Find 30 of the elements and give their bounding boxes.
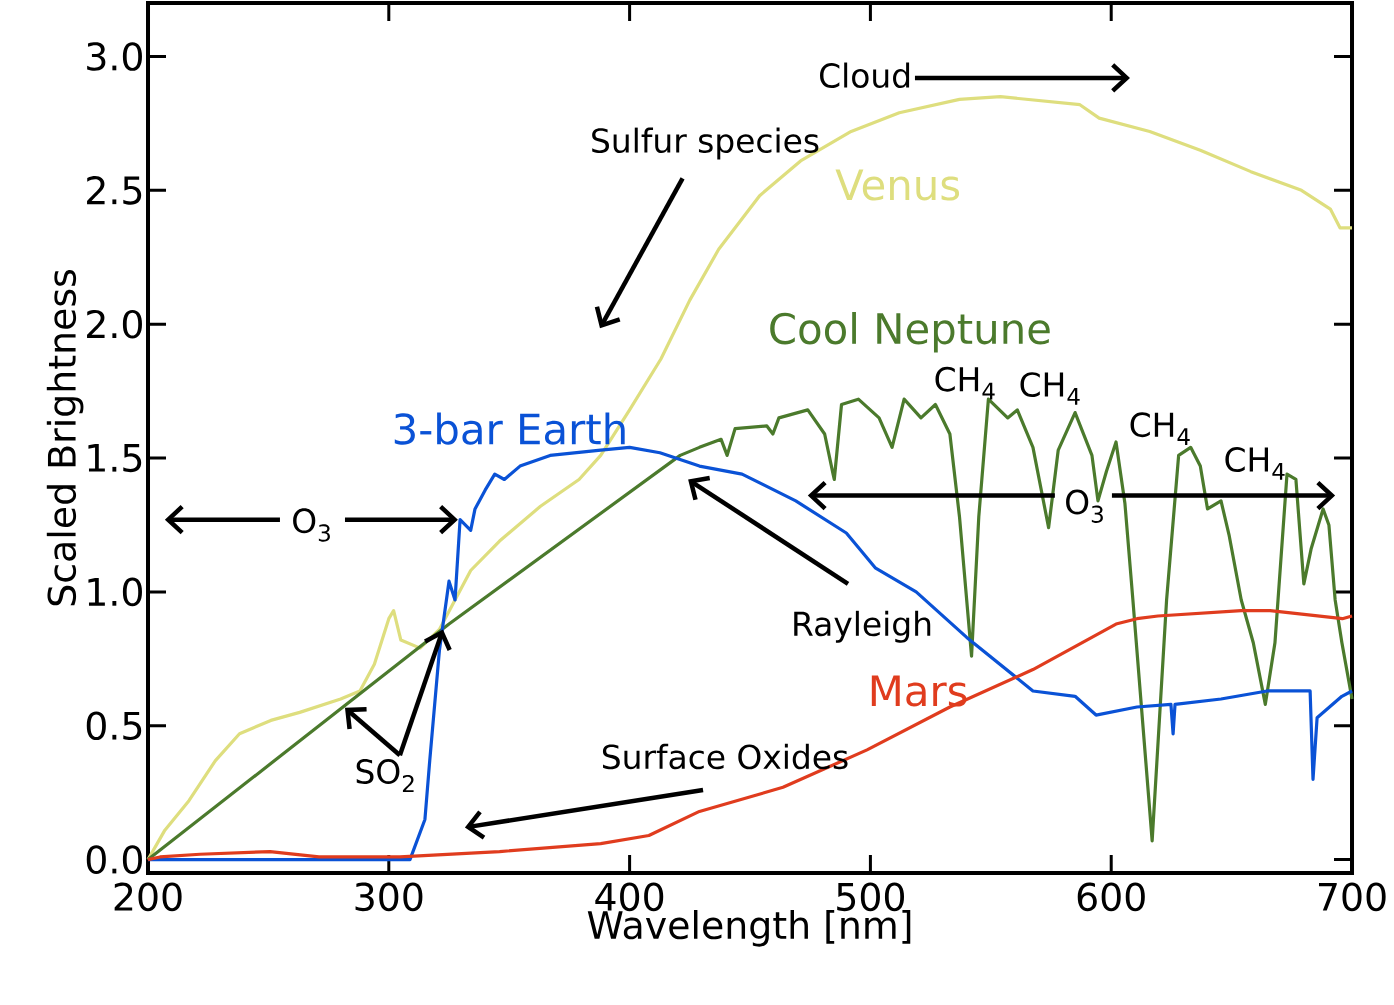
annotation: Sulfur species bbox=[592, 127, 819, 160]
series-label: 3-bar Earth bbox=[394, 412, 625, 445]
series-label: Venus bbox=[835, 169, 960, 201]
x-tick-label: 700 bbox=[1318, 882, 1386, 912]
y-axis-title: Scaled Brightness bbox=[46, 270, 84, 606]
annotation: CH$_{4}$ bbox=[1225, 447, 1285, 480]
y-tick-label: 2.5 bbox=[87, 176, 142, 205]
y-tick-label: 0.5 bbox=[86, 711, 142, 741]
annotation: O$_{3}$ bbox=[1066, 489, 1103, 523]
x-tick-label: 300 bbox=[355, 882, 423, 912]
y-tick-label: 0.0 bbox=[86, 845, 142, 874]
annotation: O$_{3}$ bbox=[293, 508, 330, 542]
annotation: Rayleigh bbox=[794, 610, 931, 643]
series-label: Cool Neptune bbox=[770, 311, 1050, 353]
annotation: CH$_{4}$ bbox=[935, 366, 995, 400]
annotation: Surface Oxides bbox=[602, 743, 848, 770]
x-tick-label: 400 bbox=[595, 882, 664, 912]
annotation: Cloud bbox=[820, 62, 910, 88]
annotation: CH$_{4}$ bbox=[1020, 372, 1080, 405]
y-tick-label: 2.0 bbox=[87, 309, 142, 339]
y-tick-label: 1.5 bbox=[88, 444, 142, 473]
series-label: Mars bbox=[871, 675, 967, 707]
y-tick-label: 3.0 bbox=[87, 42, 142, 71]
x-tick-label: 500 bbox=[837, 882, 905, 912]
x-tick-label: 600 bbox=[1077, 882, 1145, 912]
annotation: SO$_{2}$ bbox=[356, 759, 414, 793]
y-tick-label: 1.0 bbox=[88, 577, 142, 607]
x-tick-label: 200 bbox=[114, 882, 182, 912]
x-axis-title: Wavelength [nm] bbox=[587, 909, 911, 947]
annotation: CH$_{4}$ bbox=[1130, 412, 1190, 445]
